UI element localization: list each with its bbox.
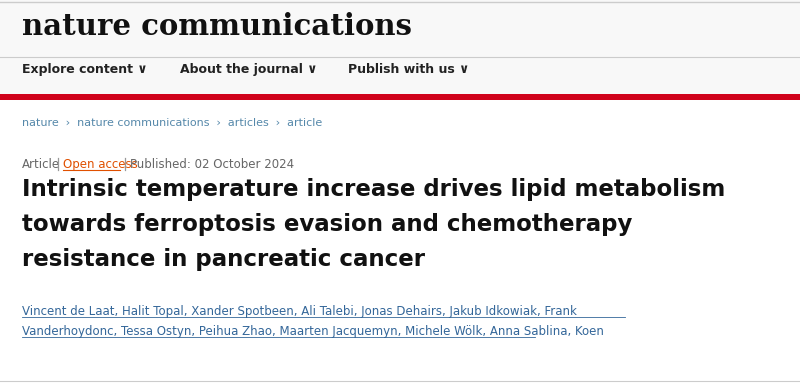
Text: About the journal ∨: About the journal ∨ (180, 63, 318, 76)
Text: Article: Article (22, 158, 60, 171)
Text: Publish with us ∨: Publish with us ∨ (348, 63, 470, 76)
Text: nature communications: nature communications (22, 12, 412, 41)
Text: Published: 02 October 2024: Published: 02 October 2024 (130, 158, 294, 171)
Bar (0, 100, 800, 383)
Text: Open access: Open access (63, 158, 138, 171)
Bar (0, 94, 800, 100)
Text: Vincent de Laat, Halit Topal, Xander Spotbeen, Ali Talebi, Jonas Dehairs, Jakub : Vincent de Laat, Halit Topal, Xander Spo… (22, 305, 577, 318)
Text: resistance in pancreatic cancer: resistance in pancreatic cancer (22, 248, 425, 271)
Text: nature  ›  nature communications  ›  articles  ›  article: nature › nature communications › article… (22, 118, 322, 128)
Text: towards ferroptosis evasion and chemotherapy: towards ferroptosis evasion and chemothe… (22, 213, 632, 236)
Text: Explore content ∨: Explore content ∨ (22, 63, 147, 76)
Bar (0, 0, 800, 97)
Text: Vanderhoydonc, Tessa Ostyn, Peihua Zhao, Maarten Jacquemyn, Michele Wölk, Anna S: Vanderhoydonc, Tessa Ostyn, Peihua Zhao,… (22, 325, 604, 338)
Text: Intrinsic temperature increase drives lipid metabolism: Intrinsic temperature increase drives li… (22, 178, 726, 201)
